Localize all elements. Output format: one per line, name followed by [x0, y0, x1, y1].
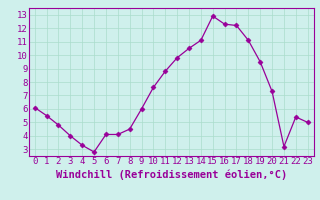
X-axis label: Windchill (Refroidissement éolien,°C): Windchill (Refroidissement éolien,°C) [56, 169, 287, 180]
